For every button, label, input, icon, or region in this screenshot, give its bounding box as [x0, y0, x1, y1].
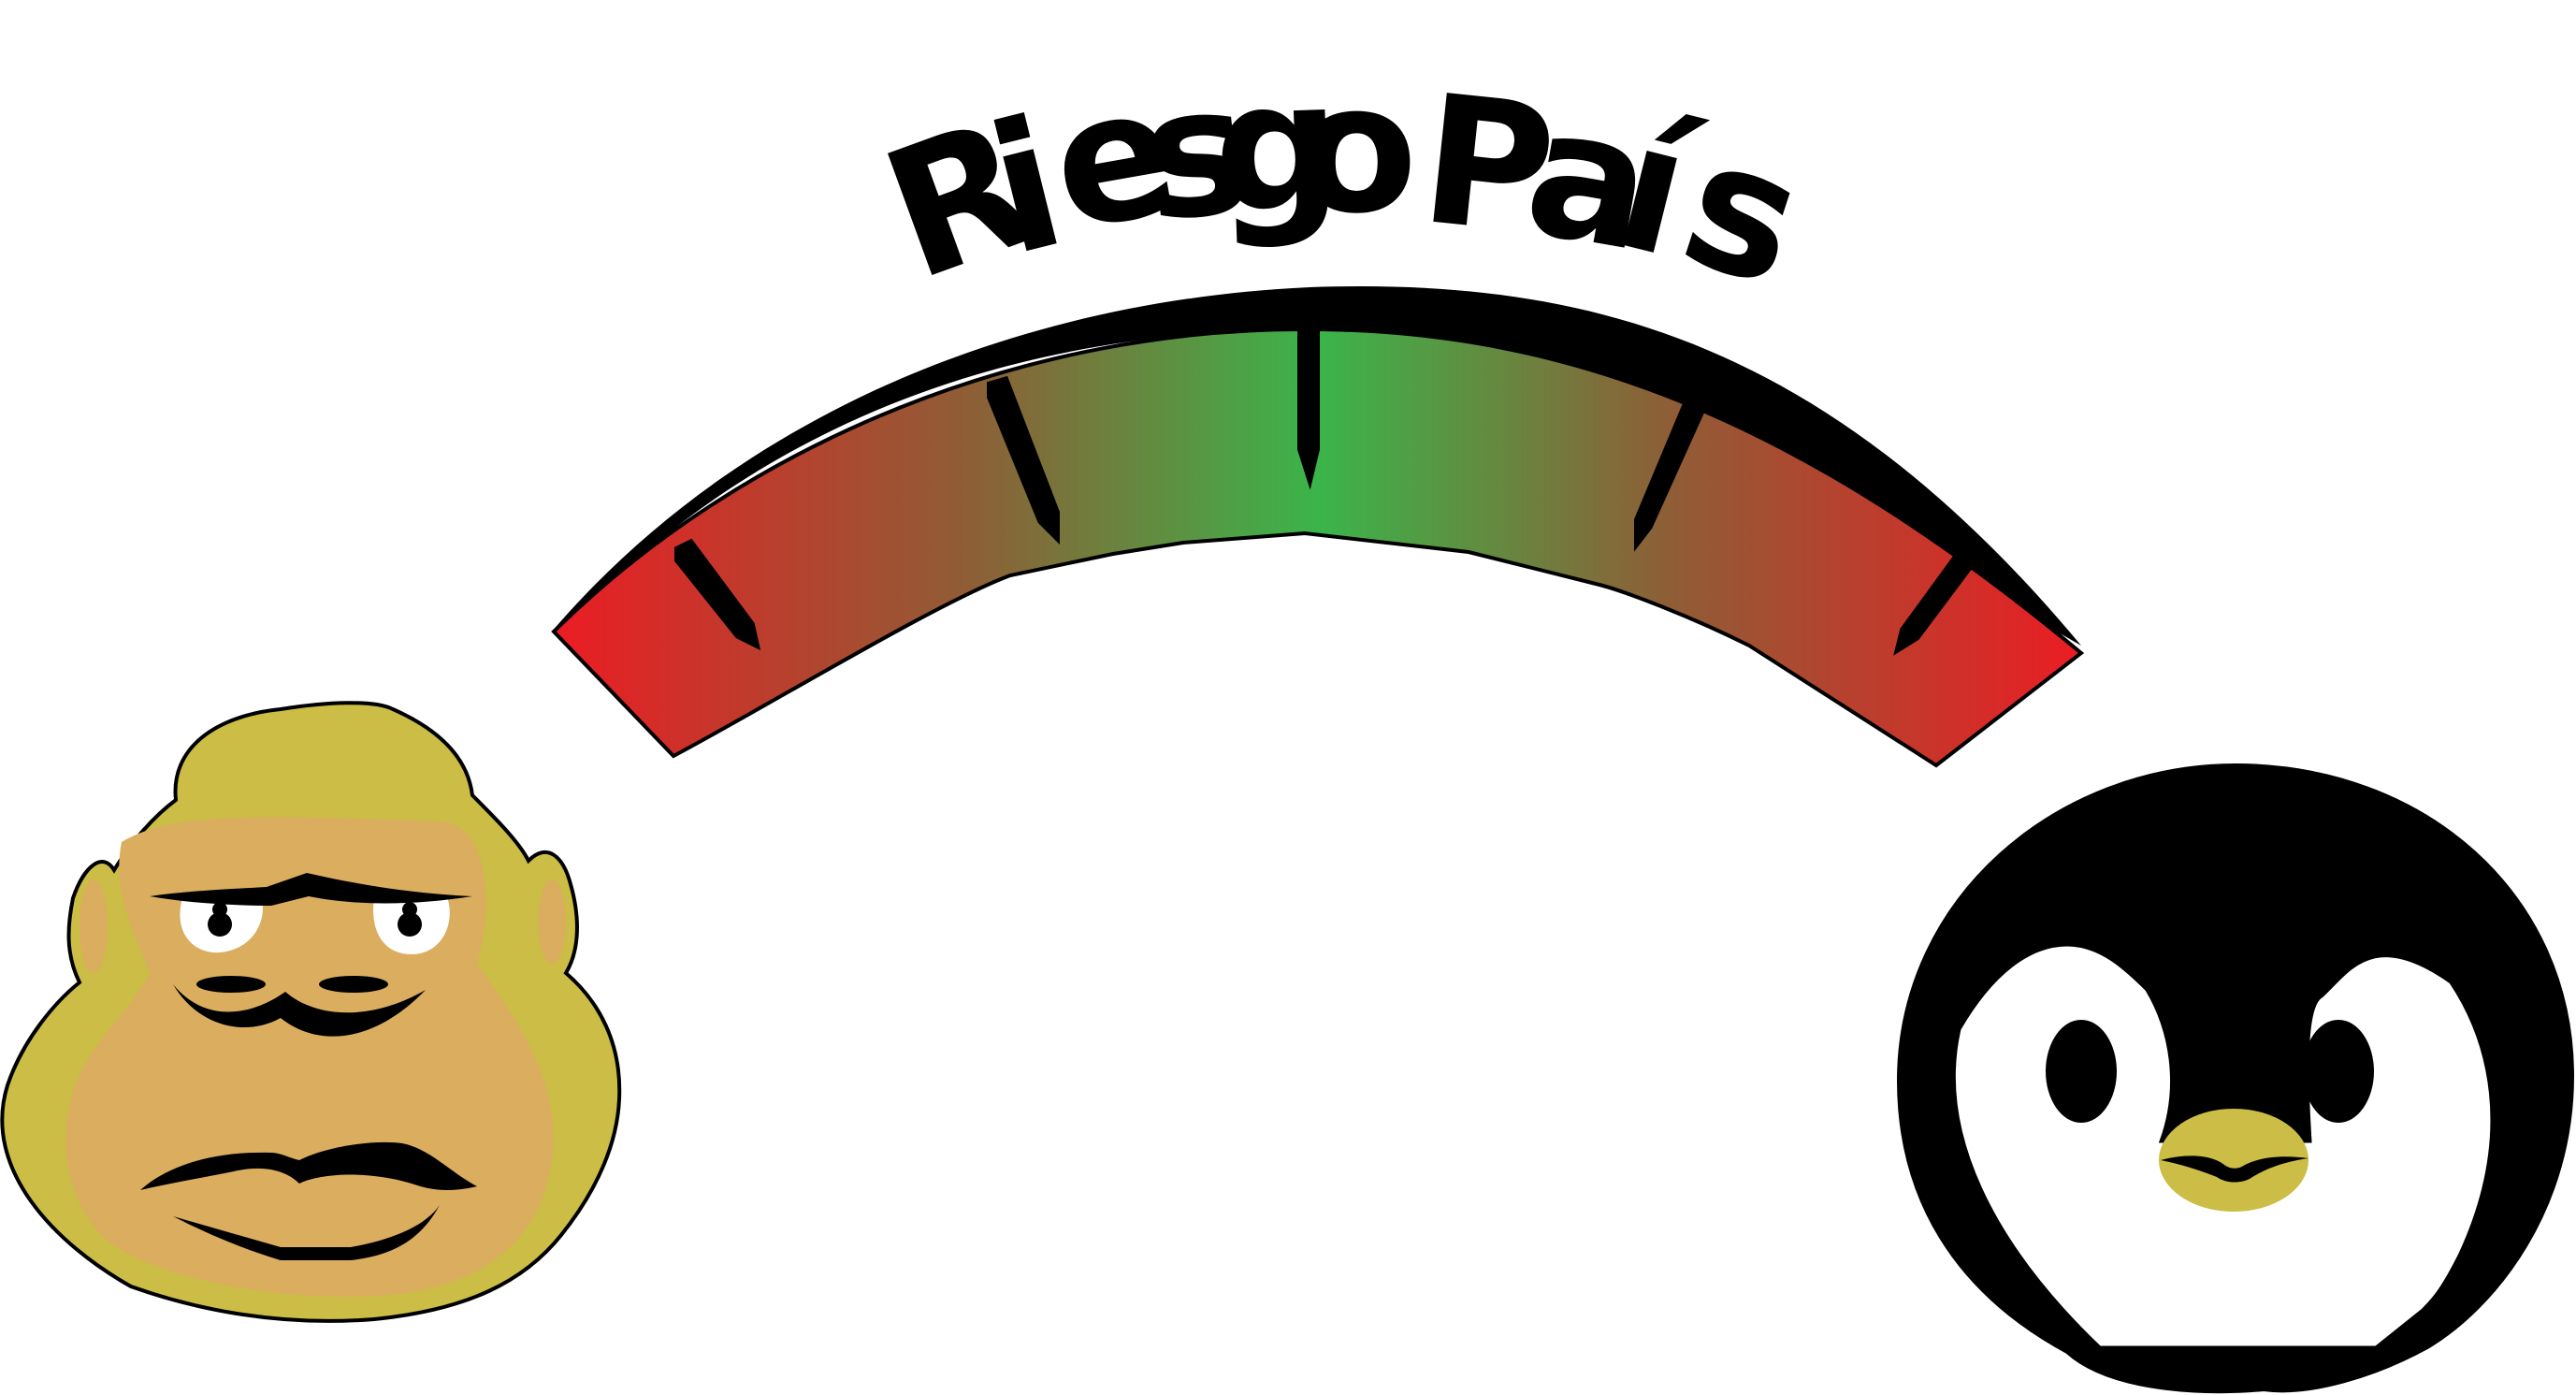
- gorilla-pupil-right: [398, 912, 422, 937]
- gorilla-ear-left: [80, 879, 108, 973]
- gorilla-nostril-right: [319, 976, 388, 993]
- gauge-ticks: [674, 325, 1974, 656]
- gorilla-nostril-left: [196, 976, 266, 993]
- gorilla-mouth: [140, 1141, 477, 1190]
- gorilla-pupil-right-alt: [402, 902, 417, 917]
- gorilla-chin: [173, 1205, 440, 1260]
- penguin-eye-left: [2046, 1020, 2117, 1123]
- gauge-tick: [1634, 398, 1707, 552]
- gorilla-pupil-left: [208, 912, 232, 937]
- gauge-arc: [551, 327, 2085, 768]
- gauge-tick: [1893, 555, 1974, 656]
- gorilla-ear-right: [538, 879, 566, 964]
- title: R i e s g o P a í s: [861, 41, 1826, 327]
- title-letter: o: [1295, 46, 1418, 253]
- title-letter: g: [1210, 41, 1345, 253]
- gauge-tick: [674, 538, 761, 651]
- risk-gauge: [551, 286, 2085, 768]
- penguin-face-icon: [1896, 763, 2575, 1394]
- gorilla-nose: [173, 984, 426, 1037]
- penguin-mouth: [2161, 1155, 2308, 1183]
- gorilla-pupil-left-alt: [212, 902, 227, 917]
- penguin-eye-right: [2303, 1020, 2374, 1123]
- gauge-tick: [987, 375, 1060, 545]
- gorilla-brow: [150, 873, 472, 906]
- gauge-outer-border: [552, 286, 2081, 646]
- title-letter: P: [1412, 56, 1564, 275]
- gauge-tick: [1297, 325, 1320, 490]
- gorilla-face-icon: [0, 701, 622, 1323]
- title-letter: s: [1134, 45, 1261, 262]
- penguin-beak: [2159, 1109, 2308, 1212]
